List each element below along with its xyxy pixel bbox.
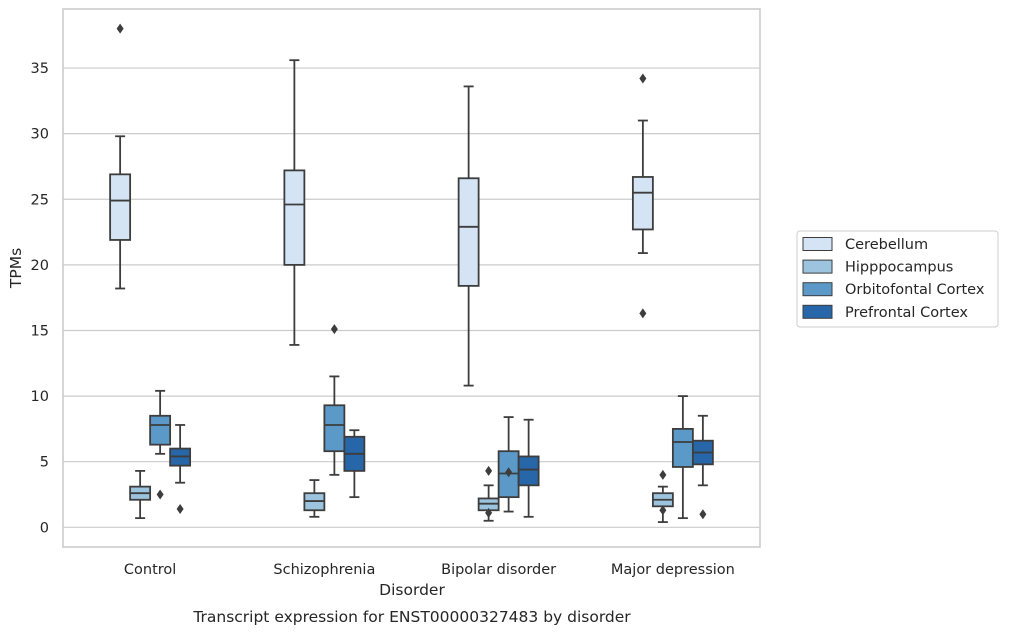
y-tick-label: 30 xyxy=(31,127,49,143)
plot-background xyxy=(63,9,760,547)
outlier-point xyxy=(156,489,164,500)
box-body xyxy=(323,404,346,453)
box-hipppocampus xyxy=(477,465,500,522)
box-cerebellum xyxy=(283,59,306,346)
boxes-layer xyxy=(109,23,714,523)
outlier-point xyxy=(330,324,338,335)
chart-caption: Transcript expression for ENST0000032748… xyxy=(192,608,631,626)
box-body xyxy=(283,169,306,266)
legend-frame xyxy=(796,230,999,328)
legend: Cerebellum Hipppocampus Orbitofontal Corte… xyxy=(796,230,999,328)
x-tick-label: Bipolar disorder xyxy=(441,562,556,578)
x-tick-label: Major depression xyxy=(611,562,735,578)
x-tick-labels: Control Schizophrenia Bipolar disorder Majo… xyxy=(124,562,735,578)
box-prefrontal-cortex xyxy=(691,414,714,520)
box-body xyxy=(631,176,654,231)
box-body xyxy=(149,414,172,446)
box-body xyxy=(671,428,694,468)
y-tick-label: 20 xyxy=(31,258,49,274)
outlier-point xyxy=(639,73,647,84)
plot-frame xyxy=(62,8,761,548)
box-orbitofontal-cortex xyxy=(671,395,694,520)
legend-label: Orbitofontal Cortex xyxy=(845,282,985,298)
outlier-point xyxy=(485,507,493,518)
y-tick-label: 0 xyxy=(40,520,49,536)
box-hipppocampus xyxy=(303,479,326,518)
legend-label: Hipppocampus xyxy=(845,260,953,276)
legend-swatch xyxy=(802,237,833,251)
box-body xyxy=(457,177,480,287)
legend-label: Prefrontal Cortex xyxy=(845,305,968,321)
outlier-point xyxy=(505,467,513,478)
box-prefrontal-cortex xyxy=(169,424,192,514)
y-tick-label: 5 xyxy=(40,455,49,471)
outlier-point xyxy=(485,465,493,476)
box-orbitofontal-cortex xyxy=(497,416,520,513)
outlier-point xyxy=(659,505,667,516)
outlier-point xyxy=(176,503,184,514)
box-prefrontal-cortex xyxy=(343,429,366,499)
legend-swatch xyxy=(802,282,833,297)
x-axis-label: Disorder xyxy=(379,581,445,599)
box-orbitofontal-cortex xyxy=(323,324,346,476)
box-hipppocampus xyxy=(129,469,152,520)
box-hipppocampus xyxy=(651,469,674,523)
box-cerebellum xyxy=(631,73,654,319)
legend-swatch xyxy=(802,304,833,319)
box-orbitofontal-cortex xyxy=(149,389,172,500)
box-cerebellum xyxy=(109,23,132,290)
outlier-point xyxy=(639,308,647,319)
box-cerebellum xyxy=(457,85,480,387)
y-tick-label: 25 xyxy=(31,192,49,208)
outlier-point xyxy=(699,509,707,520)
box-body xyxy=(517,455,540,487)
legend-swatch xyxy=(802,259,833,274)
box-body xyxy=(109,173,132,241)
outlier-point xyxy=(659,469,667,480)
y-tick-labels: 0 5 10 15 20 25 30 35 xyxy=(31,61,49,536)
y-axis-label: TPMs xyxy=(7,248,25,289)
outlier-point xyxy=(116,23,124,34)
y-tick-label: 10 xyxy=(31,389,49,405)
x-tick-label: Schizophrenia xyxy=(273,562,375,578)
x-tick-label: Control xyxy=(124,562,176,578)
legend-label: Cerebellum xyxy=(845,237,928,253)
y-tick-label: 15 xyxy=(31,323,49,339)
box-prefrontal-cortex xyxy=(517,418,540,518)
y-tick-label: 35 xyxy=(31,61,49,77)
